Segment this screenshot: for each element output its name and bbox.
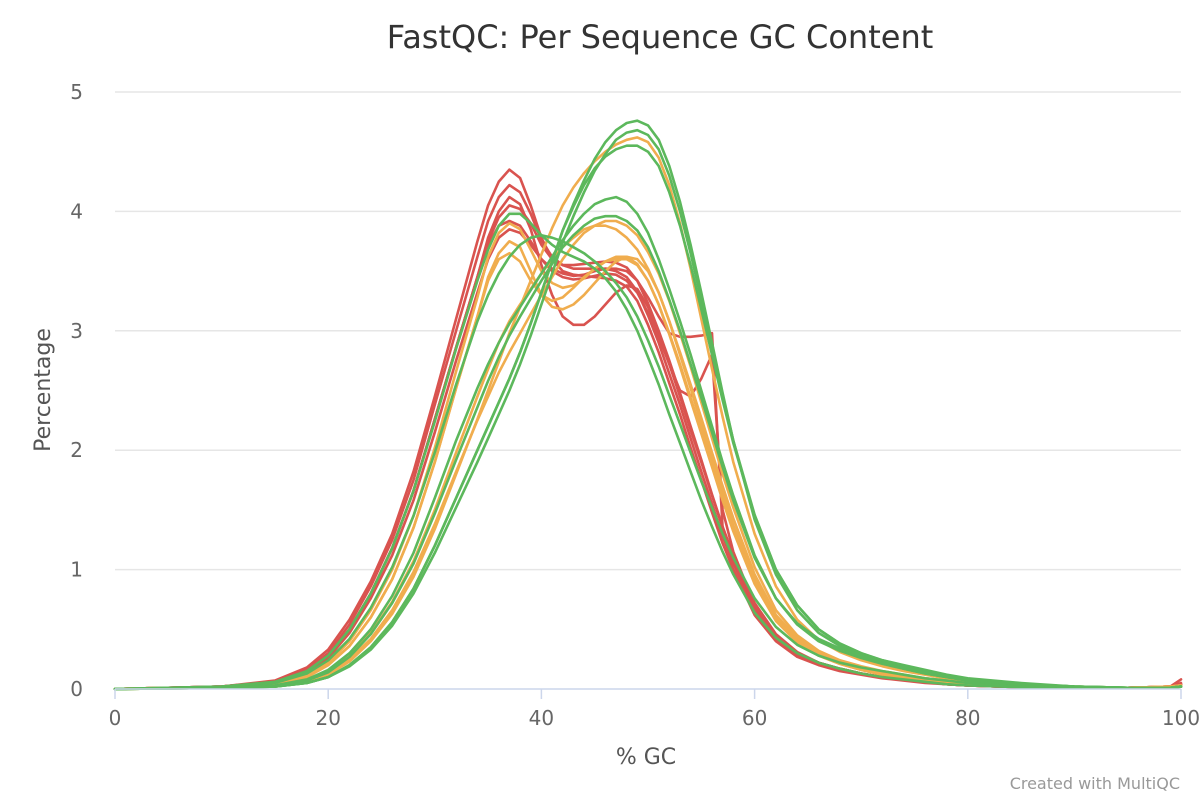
x-tick-label: 60 — [742, 706, 767, 730]
axis-layer: 0 1 2 3 4 5 0 20 40 60 80 100 — [70, 80, 1200, 730]
series-line-warn[interactable] — [113, 136, 1183, 691]
y-tick-label: 4 — [70, 199, 83, 223]
series-line-fail[interactable] — [113, 228, 1183, 691]
chart-title: FastQC: Per Sequence GC Content — [387, 18, 934, 56]
grid-layer — [115, 91, 1181, 571]
series-line-pass[interactable] — [113, 119, 1183, 691]
y-axis-title: Percentage — [31, 328, 56, 452]
y-tick-label: 1 — [70, 558, 83, 582]
series-line-fail[interactable] — [113, 183, 1183, 691]
series-line-fail[interactable] — [113, 219, 1183, 691]
y-tick-label: 3 — [70, 319, 83, 343]
x-tick-label: 0 — [109, 706, 122, 730]
y-tick-label: 2 — [70, 438, 83, 462]
series-line-pass[interactable] — [113, 212, 1183, 691]
series-line-pass[interactable] — [113, 214, 1183, 691]
x-axis-title: % GC — [616, 745, 676, 770]
series-line-pass[interactable] — [113, 128, 1183, 691]
x-tick-label: 100 — [1162, 706, 1200, 730]
series-line-fail[interactable] — [113, 204, 1183, 691]
credit-label[interactable]: Created with MultiQC — [1010, 774, 1180, 793]
x-tick-label: 40 — [529, 706, 554, 730]
series-layer — [113, 119, 1183, 691]
series-line-warn[interactable] — [113, 219, 1183, 691]
series-line-warn[interactable] — [113, 222, 1183, 691]
y-tick-label: 5 — [70, 80, 83, 104]
y-tick-label: 0 — [70, 677, 83, 701]
series-line-pass[interactable] — [113, 234, 1183, 691]
series-line-pass[interactable] — [113, 144, 1183, 691]
x-tick-label: 80 — [955, 706, 980, 730]
x-tick-label: 20 — [315, 706, 340, 730]
